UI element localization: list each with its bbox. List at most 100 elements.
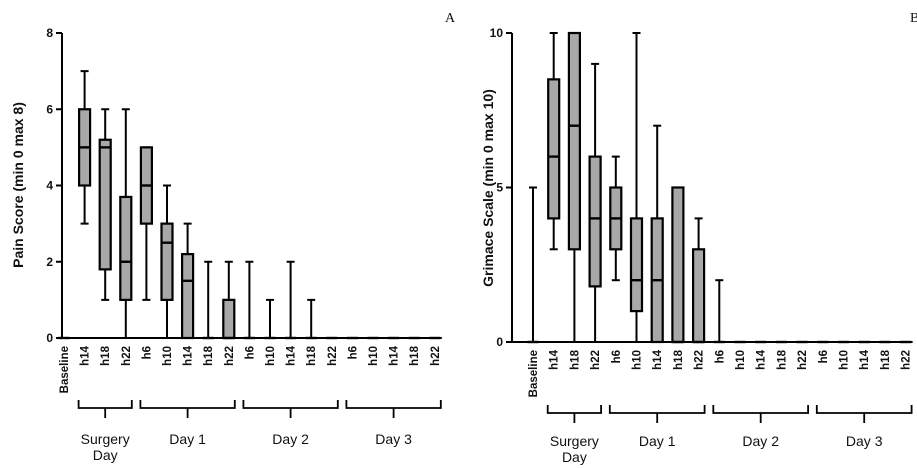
x-category-label: h22 (430, 346, 442, 366)
x-category-label: h22 (901, 350, 913, 370)
group-bracket (242, 400, 339, 418)
box-iqr (671, 186, 685, 344)
box-6 (160, 184, 174, 339)
box-iqr (567, 31, 582, 251)
y-axis-title: Grimace Scale (min 0 max 10) (480, 89, 496, 287)
x-category-label: h22 (797, 350, 809, 370)
y-tick-label: 6 (46, 102, 53, 116)
x-category-label: h22 (694, 350, 706, 370)
x-category-label: h18 (776, 349, 788, 369)
box-1 (527, 186, 539, 344)
x-category-label: h14 (756, 349, 768, 369)
box-iqr (547, 78, 561, 220)
box-13 (305, 298, 317, 340)
box-iqr (691, 248, 706, 344)
x-category-label: h6 (714, 350, 726, 363)
x-category-label: h10 (735, 350, 747, 370)
box-2 (77, 70, 92, 225)
x-category-label: h10 (632, 350, 644, 370)
box-9 (691, 217, 706, 344)
group-bracket (546, 405, 602, 423)
box-iqr (588, 155, 602, 288)
box-3 (567, 31, 582, 343)
x-category-label: h6 (141, 346, 153, 359)
x-category-label: h22 (327, 346, 339, 366)
y-tick-label: 4 (46, 179, 53, 193)
x-category-label: h22 (590, 350, 602, 370)
box-iqr (629, 217, 644, 313)
x-category-label: h10 (368, 346, 380, 366)
box-4 (119, 108, 133, 339)
y-tick-label: 5 (496, 181, 503, 195)
y-axis-title: Pain Score (min 0 max 8) (10, 102, 26, 268)
box-iqr (181, 253, 195, 340)
x-category-label: h22 (121, 346, 133, 366)
box-iqr (222, 298, 236, 340)
x-category-label: h18 (203, 345, 215, 365)
y-tick-label: 0 (496, 335, 503, 349)
x-category-label: h10 (265, 346, 277, 366)
box-11 (264, 298, 276, 340)
x-category-label: h10 (162, 346, 174, 366)
box-8 (671, 186, 685, 344)
group-label: Day 1 (639, 433, 676, 449)
x-category-label: h14 (183, 345, 195, 365)
panel-label: A (445, 11, 456, 26)
group-bracket (345, 400, 442, 418)
box-iqr (119, 195, 133, 301)
x-category-label: h14 (389, 345, 401, 365)
box-2 (547, 32, 561, 251)
box-5 (139, 146, 153, 301)
group-label: Surgery (81, 431, 130, 447)
group-label: Day (93, 447, 118, 463)
box-7 (181, 222, 195, 340)
box-5 (609, 155, 623, 282)
box-6 (629, 32, 644, 343)
panel-b-grimace-scale-chart: B Grimace Scale (min 0 max 10) 0 5 10 Baselin… (480, 11, 917, 465)
group-label: Day 2 (272, 431, 309, 447)
x-category-label: Baseline (59, 346, 71, 393)
group-bracket (608, 405, 706, 423)
y-tick-label: 2 (46, 255, 53, 269)
x-category-label: h18 (100, 345, 112, 365)
box-10 (713, 279, 725, 344)
box-10 (243, 260, 255, 340)
x-category-label: h14 (286, 345, 298, 365)
x-category-label: h18 (569, 349, 581, 369)
group-label: Day (562, 449, 587, 465)
x-category-label: h14 (549, 349, 561, 369)
group-bracket (815, 405, 913, 423)
x-category-label: h18 (673, 349, 685, 369)
group-label: Day 1 (169, 431, 206, 447)
box-12 (285, 260, 297, 340)
box-7 (650, 124, 664, 344)
panel-a-pain-score-chart: A Pain Score (min 0 max 8) 0 2 4 6 8 Baseline h1… (10, 11, 456, 463)
x-category-label: h6 (244, 346, 256, 359)
x-category-label: Baseline (528, 350, 540, 397)
box-8 (202, 260, 214, 340)
group-label: Surgery (550, 433, 599, 449)
group-bracket (139, 400, 236, 418)
group-bracket (712, 405, 809, 423)
x-category-label: h18 (409, 345, 421, 365)
box-9 (222, 260, 236, 340)
x-category-label: h10 (839, 350, 851, 370)
group-label: Day 3 (375, 431, 412, 447)
x-category-label: h6 (818, 350, 830, 363)
y-tick-label: 8 (46, 26, 53, 40)
x-category-label: h18 (880, 349, 892, 369)
x-category-label: h14 (80, 345, 92, 365)
group-label: Day 3 (846, 433, 883, 449)
y-tick-label: 10 (490, 26, 504, 40)
panel-label: B (910, 11, 917, 26)
x-category-label: h14 (652, 349, 664, 369)
box-3 (98, 108, 112, 301)
box-4 (588, 62, 602, 343)
x-category-label: h22 (224, 346, 236, 366)
x-category-label: h18 (306, 345, 318, 365)
x-category-label: h6 (347, 346, 359, 359)
box-iqr (160, 222, 174, 301)
group-bracket (77, 400, 133, 418)
group-label: Day 2 (742, 433, 779, 449)
